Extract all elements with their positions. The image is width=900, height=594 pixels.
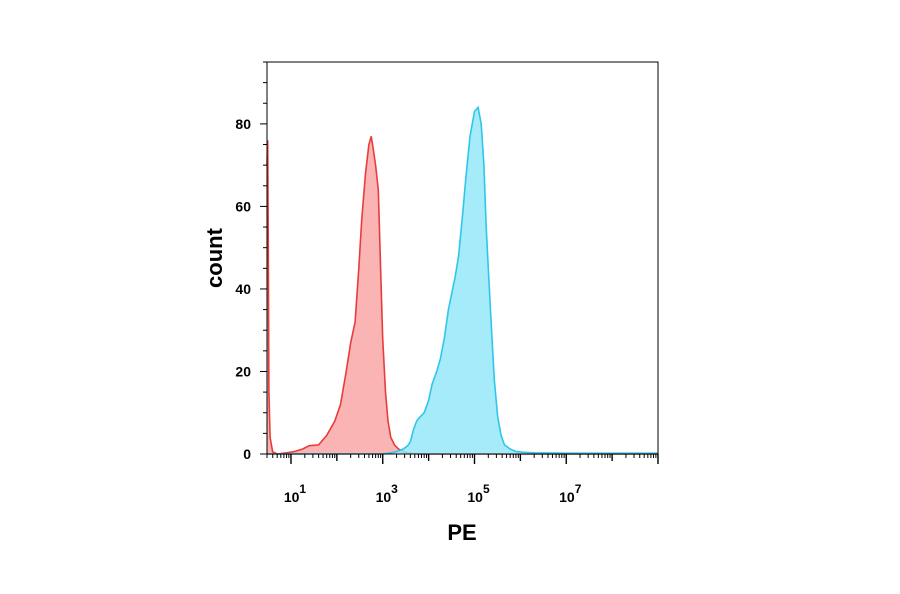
y-tick-label: 60 — [235, 198, 251, 214]
y-axis-label: count — [202, 227, 227, 288]
plot-frame — [266, 61, 659, 455]
y-tick-label: 80 — [235, 116, 251, 132]
x-axis-label: PE — [447, 520, 476, 545]
series-2-area — [267, 107, 658, 455]
y-tick-label: 40 — [235, 281, 251, 297]
series-2-line — [267, 105, 658, 455]
y-tick-label: 20 — [235, 363, 251, 379]
y-axis: 0 20 40 60 80 — [235, 61, 267, 462]
x-tick-label: 105 — [467, 482, 490, 505]
series-layer — [266, 105, 658, 455]
series-1-area — [267, 136, 658, 455]
x-tick-label: 103 — [376, 482, 399, 505]
x-tick-label: 107 — [559, 482, 582, 505]
x-axis: 101 103 105 107 — [266, 454, 659, 505]
x-tick-label: 101 — [284, 482, 307, 505]
y-tick-label: 0 — [243, 446, 251, 462]
